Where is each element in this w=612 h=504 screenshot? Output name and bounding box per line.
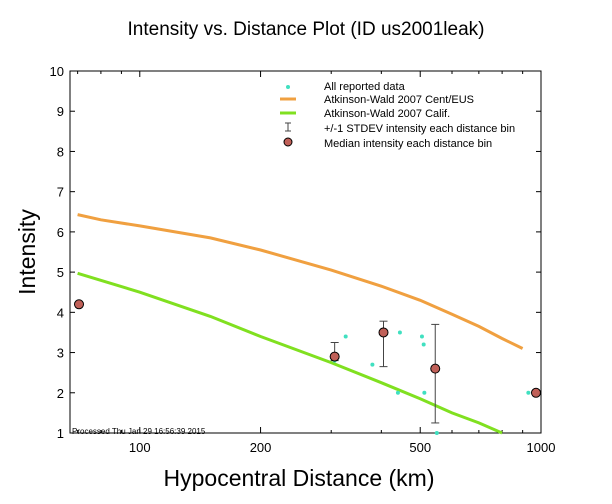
median-marker [329,351,340,362]
axes-ticks: 1 2 3 4 5 6 7 8 9 10 100 200 500 1000 [50,64,556,455]
y-tick-label: 8 [57,144,64,159]
reported-data-point [421,342,426,347]
x-tick-label: 200 [250,440,272,455]
reported-data-point [419,334,424,339]
y-tick-label: 6 [57,225,64,240]
reported-data-point [370,362,375,367]
y-tick-label: 3 [57,346,64,361]
legend-reported-swatch [286,85,290,89]
y-tick-label: 4 [57,305,64,320]
legend-entry-label: All reported data [324,81,406,93]
y-tick-label: 10 [50,64,64,79]
y-tick-label: 9 [57,104,64,119]
legend-entry-label: Atkinson-Wald 2007 Cent/EUS [324,94,474,106]
x-tick-label: 1000 [527,440,556,455]
y-axis-label: Intensity [14,209,40,295]
median-marker [430,363,441,374]
chart-title: Intensity vs. Distance Plot (ID us2001le… [128,19,485,40]
reported-data-point [422,390,427,395]
processed-footer: Processed Thu Jan 29 16:56:39 2015 [72,427,206,436]
y-tick-label: 1 [57,426,64,441]
legend-entry-label: Atkinson-Wald 2007 Calif. [324,108,450,120]
reported-data-point [395,390,400,395]
calif-curve [77,271,503,435]
cent-eus-curve [77,213,524,350]
reported-data-point [526,390,531,395]
y-tick-label: 2 [57,386,64,401]
median-marker [74,299,84,310]
reported-data-point [343,334,348,339]
y-tick-label: 5 [57,265,64,280]
y-tick-label: 7 [57,185,64,200]
median-marker [378,327,389,338]
plot-frame [69,70,542,434]
x-tick-label: 500 [409,440,431,455]
legend-entry-label: Median intensity each distance bin [324,138,492,150]
reported-data-point [397,330,402,335]
x-tick-label: 100 [129,440,151,455]
x-axis-label: Hypocentral Distance (km) [164,465,435,491]
legend-entry-label: +/-1 STDEV intensity each distance bin [324,123,515,135]
chart-data-layer [74,213,541,435]
reported-data-point [434,431,439,435]
legend-median-swatch [283,137,293,147]
median-marker [531,387,541,398]
